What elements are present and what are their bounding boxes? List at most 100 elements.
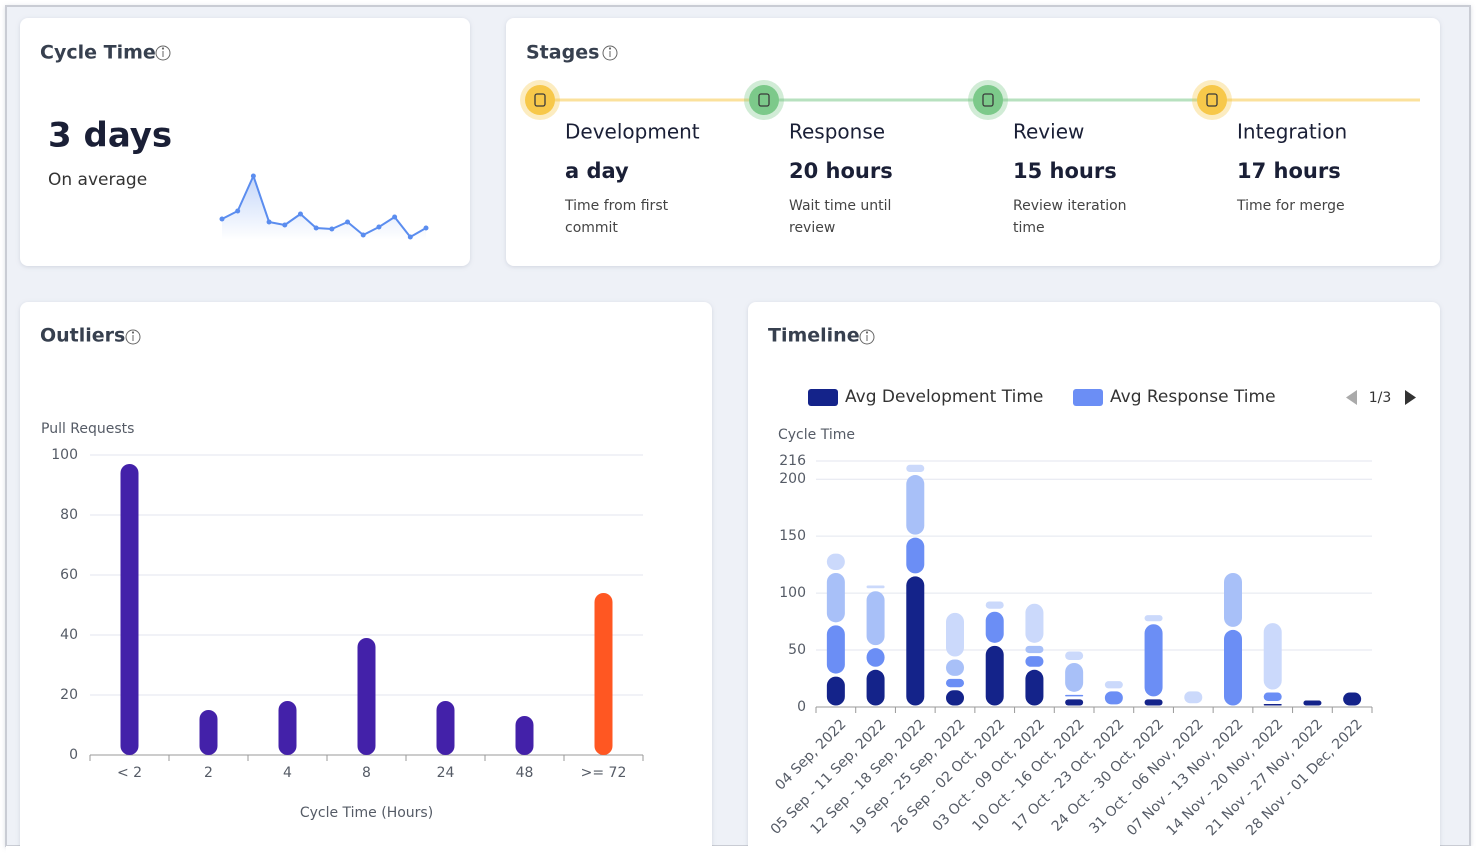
x-tick-label: < 2 <box>117 765 142 781</box>
x-tick-label: 24 <box>437 765 455 781</box>
x-tick-label: 2 <box>204 765 213 781</box>
x-tick-label: 4 <box>283 765 292 781</box>
bar-segment <box>1144 615 1163 622</box>
x-tick-label: >= 72 <box>581 765 627 781</box>
info-icon[interactable] <box>155 45 171 61</box>
y-tick-label: 0 <box>797 699 806 715</box>
stage-duration: 20 hours <box>789 159 893 183</box>
stage-glyph <box>534 93 546 107</box>
bar-segment <box>1263 623 1282 690</box>
bar-segment <box>1104 681 1123 689</box>
bar-segment <box>1263 692 1282 701</box>
x-axis-label: Cycle Time (Hours) <box>300 805 433 821</box>
pagination: 1/3 <box>1369 390 1392 406</box>
sparkline-point <box>376 224 382 230</box>
x-tick-label: 8 <box>362 765 371 781</box>
y-tick-label: 0 <box>69 747 78 763</box>
y-tick-label: 50 <box>788 642 806 658</box>
cycle-time-value: 3 days <box>48 116 172 156</box>
bar <box>120 464 139 755</box>
sparkline-point <box>219 216 225 222</box>
x-tick-label: 48 <box>516 765 534 781</box>
stage-description: Review iteration <box>1013 198 1127 214</box>
sparkline-point <box>313 225 319 231</box>
bar <box>594 593 613 755</box>
info-icon[interactable] <box>125 329 141 345</box>
info-icon[interactable] <box>602 45 618 61</box>
card-title: Stages <box>526 42 599 64</box>
stage-description: commit <box>565 220 618 236</box>
legend-swatch[interactable] <box>808 389 838 406</box>
card-title: Timeline <box>768 325 860 347</box>
y-tick-label: 150 <box>779 528 806 544</box>
bar-segment <box>826 572 845 623</box>
sparkline-area <box>222 176 426 240</box>
bar-segment <box>1065 699 1084 706</box>
bottom-edge <box>6 846 1474 858</box>
bar-segment <box>1303 700 1322 706</box>
stage-glyph <box>758 93 770 107</box>
legend-swatch[interactable] <box>1073 389 1103 406</box>
bar-segment <box>866 669 885 706</box>
stage-duration: a day <box>565 159 629 183</box>
bar-segment <box>946 690 964 706</box>
y-tick-label: 100 <box>51 447 78 463</box>
stage-name: Review <box>1013 120 1084 144</box>
bar-segment <box>1263 703 1282 706</box>
info-icon[interactable] <box>859 329 875 345</box>
card-title: Cycle Time <box>40 42 156 64</box>
bar-segment <box>866 648 885 667</box>
stage-description: review <box>789 220 835 236</box>
bar-segment <box>1343 692 1362 706</box>
sparkline-point <box>407 234 413 240</box>
bar-segment <box>866 585 885 589</box>
y-axis-label: Pull Requests <box>41 421 134 437</box>
bar-segment <box>866 591 885 646</box>
next-page[interactable] <box>1405 390 1416 405</box>
y-tick-label: 20 <box>60 687 78 703</box>
bar-segment <box>1065 662 1084 692</box>
bar <box>436 701 455 755</box>
stage-icon <box>525 85 555 115</box>
sparkline-point <box>423 225 429 231</box>
bar-segment <box>1184 691 1203 704</box>
y-tick-label: 40 <box>60 627 78 643</box>
bar-segment <box>1224 572 1242 627</box>
bar-segment <box>1104 691 1123 705</box>
stage-icon <box>749 85 779 115</box>
timeline-card <box>748 302 1440 858</box>
bar-segment <box>946 678 964 688</box>
legend-label[interactable]: Avg Development Time <box>845 387 1043 407</box>
bar-segment <box>906 576 925 706</box>
bar-segment <box>1065 694 1084 697</box>
bar-segment <box>1065 651 1084 660</box>
y-axis-label: Cycle Time <box>778 427 855 443</box>
y-tick-label: 100 <box>779 585 806 601</box>
bar-segment <box>826 553 845 570</box>
bar-segment <box>946 612 964 657</box>
stage-duration: 15 hours <box>1013 159 1117 183</box>
bar <box>515 716 534 755</box>
y-tick-label: 80 <box>60 507 78 523</box>
bar-segment <box>906 475 925 535</box>
sparkline-point <box>297 211 303 217</box>
sparkline-point <box>345 219 351 225</box>
stage-duration: 17 hours <box>1237 159 1341 183</box>
bar-segment <box>1224 629 1242 706</box>
prev-page[interactable] <box>1346 390 1357 405</box>
sparkline-point <box>235 208 241 214</box>
bar-segment <box>1144 699 1163 706</box>
sparkline-point <box>266 219 272 225</box>
sparkline-point <box>392 214 398 220</box>
bar <box>278 701 297 755</box>
legend-label[interactable]: Avg Response Time <box>1110 387 1276 407</box>
sparkline-point <box>329 226 335 232</box>
stage-name: Development <box>565 120 700 144</box>
bar-segment <box>1025 656 1044 667</box>
stage-icon <box>973 85 1003 115</box>
bar-segment <box>906 537 925 574</box>
outliers-card <box>20 302 712 858</box>
bar-segment <box>985 645 1004 706</box>
bar-segment <box>1025 669 1044 706</box>
